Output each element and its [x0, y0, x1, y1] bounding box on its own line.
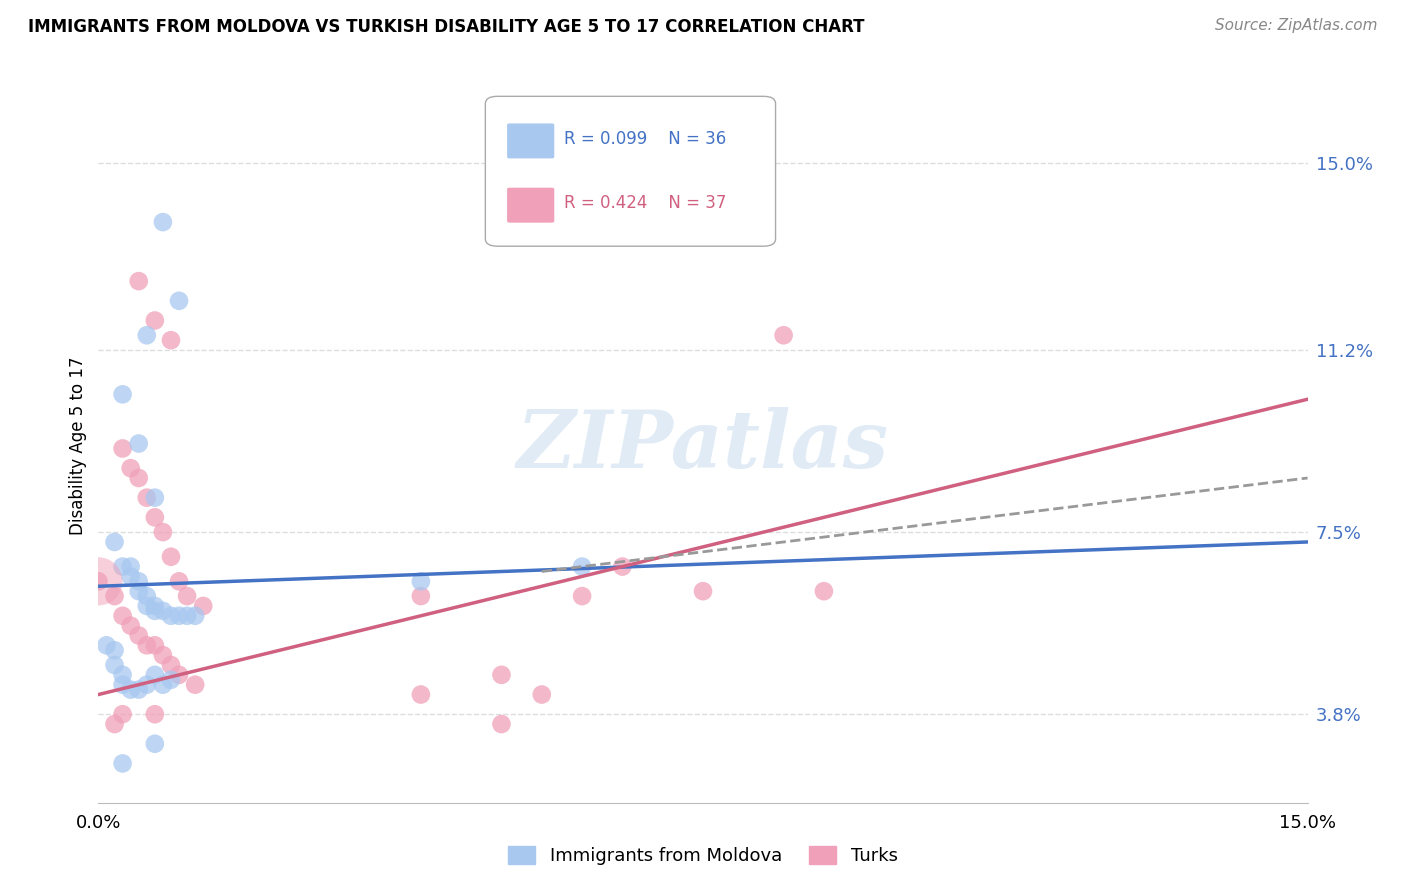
Point — [193, 599, 215, 613]
Point — [530, 688, 553, 702]
Text: R = 0.424    N = 37: R = 0.424 N = 37 — [564, 194, 727, 212]
Point — [103, 535, 125, 549]
Point — [103, 643, 125, 657]
Text: IMMIGRANTS FROM MOLDOVA VS TURKISH DISABILITY AGE 5 TO 17 CORRELATION CHART: IMMIGRANTS FROM MOLDOVA VS TURKISH DISAB… — [28, 18, 865, 36]
Point — [160, 549, 183, 564]
Point — [111, 559, 134, 574]
Point — [167, 608, 190, 623]
Point — [103, 717, 125, 731]
Point — [152, 678, 174, 692]
Legend: Immigrants from Moldova, Turks: Immigrants from Moldova, Turks — [501, 838, 905, 872]
Point — [152, 525, 174, 540]
Point — [813, 584, 835, 599]
Point — [87, 574, 110, 589]
Point — [128, 628, 150, 642]
Point — [111, 442, 134, 456]
Point — [120, 461, 142, 475]
Text: Source: ZipAtlas.com: Source: ZipAtlas.com — [1215, 18, 1378, 33]
Point — [143, 638, 166, 652]
Point — [128, 584, 150, 599]
Point — [135, 491, 157, 505]
Point — [111, 387, 134, 401]
Point — [692, 584, 714, 599]
Point — [152, 648, 174, 662]
Point — [160, 333, 183, 347]
Point — [160, 608, 183, 623]
Point — [143, 707, 166, 722]
Point — [135, 589, 157, 603]
Point — [176, 589, 198, 603]
Point — [120, 618, 142, 632]
Point — [128, 574, 150, 589]
Point — [120, 559, 142, 574]
Point — [143, 491, 166, 505]
Point — [160, 673, 183, 687]
Point — [120, 569, 142, 583]
Point — [135, 638, 157, 652]
Point — [409, 688, 432, 702]
Text: R = 0.099    N = 36: R = 0.099 N = 36 — [564, 130, 725, 148]
Point — [184, 608, 207, 623]
Point — [571, 589, 593, 603]
Point — [167, 293, 190, 308]
Text: ZIPatlas: ZIPatlas — [517, 408, 889, 484]
Point — [612, 559, 634, 574]
Point — [135, 678, 157, 692]
Point — [152, 604, 174, 618]
Point — [160, 658, 183, 673]
Point — [103, 589, 125, 603]
Point — [143, 737, 166, 751]
Point — [143, 510, 166, 524]
Point — [128, 471, 150, 485]
Point — [111, 707, 134, 722]
Point — [111, 668, 134, 682]
Point — [167, 668, 190, 682]
Y-axis label: Disability Age 5 to 17: Disability Age 5 to 17 — [69, 357, 87, 535]
Point — [167, 574, 190, 589]
Point — [152, 215, 174, 229]
FancyBboxPatch shape — [485, 96, 776, 246]
Point — [120, 682, 142, 697]
Point — [571, 559, 593, 574]
Point — [111, 756, 134, 771]
Point — [128, 436, 150, 450]
Point — [103, 658, 125, 673]
Point — [128, 682, 150, 697]
Point — [772, 328, 794, 343]
FancyBboxPatch shape — [508, 123, 554, 159]
Point — [143, 604, 166, 618]
Point — [143, 599, 166, 613]
Point — [87, 574, 110, 589]
Point — [409, 589, 432, 603]
Point — [143, 668, 166, 682]
Point — [135, 328, 157, 343]
Point — [409, 574, 432, 589]
Point — [184, 678, 207, 692]
Point — [143, 313, 166, 327]
Point — [491, 668, 513, 682]
Point — [96, 638, 118, 652]
Point — [176, 608, 198, 623]
Point — [128, 274, 150, 288]
FancyBboxPatch shape — [508, 187, 554, 223]
Point — [111, 678, 134, 692]
Point — [111, 608, 134, 623]
Point — [135, 599, 157, 613]
Point — [491, 717, 513, 731]
